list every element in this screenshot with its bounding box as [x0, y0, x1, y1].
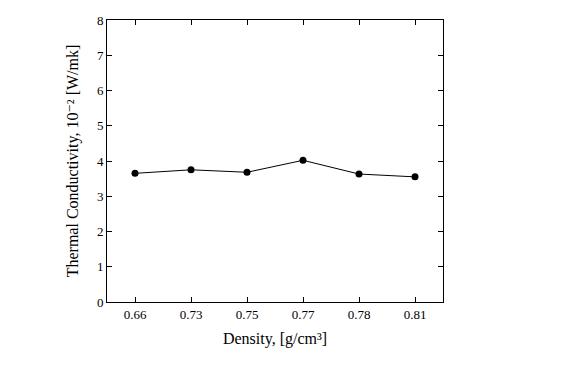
- svg-text:1: 1: [97, 259, 104, 274]
- svg-text:5: 5: [97, 118, 104, 133]
- svg-text:6: 6: [97, 83, 104, 98]
- svg-text:0.81: 0.81: [404, 307, 427, 322]
- svg-text:0.66: 0.66: [124, 307, 147, 322]
- svg-text:0: 0: [97, 295, 104, 310]
- svg-text:8: 8: [97, 13, 104, 28]
- svg-text:0.78: 0.78: [348, 307, 371, 322]
- svg-text:0.75: 0.75: [236, 307, 259, 322]
- svg-text:Thermal Conductivity, 10⁻² [W/: Thermal Conductivity, 10⁻² [W/mk]: [64, 45, 82, 278]
- svg-text:3: 3: [97, 189, 104, 204]
- svg-text:7: 7: [97, 48, 104, 63]
- svg-text:Density, [g/cm³]: Density, [g/cm³]: [223, 330, 327, 348]
- svg-text:0.77: 0.77: [292, 307, 315, 322]
- svg-text:4: 4: [97, 154, 104, 169]
- svg-text:2: 2: [97, 224, 104, 239]
- svg-text:0.73: 0.73: [180, 307, 203, 322]
